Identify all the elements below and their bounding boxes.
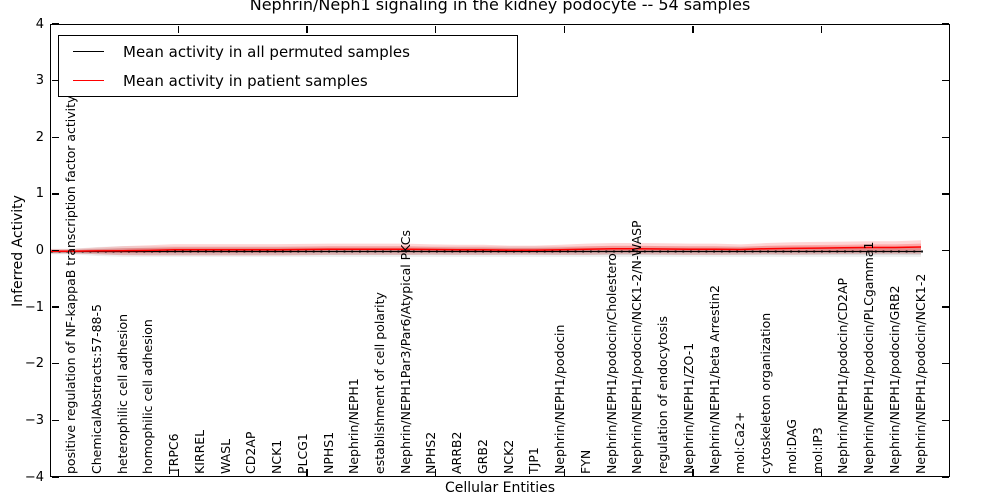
legend-line-sample-red <box>73 80 104 81</box>
y-tick-mark <box>51 249 59 252</box>
x-tick-label: homophilic cell adhesion <box>140 319 156 474</box>
y-tick-label: −4 <box>24 469 44 485</box>
x-tick-mark <box>692 468 694 476</box>
x-tick-label: Nephrin/NEPH1/podocin <box>552 324 568 474</box>
legend-entry-permuted: Mean activity in all permuted samples <box>59 37 517 66</box>
x-tick-label: mol:IP3 <box>809 427 825 474</box>
x-tick-label: TRPC6 <box>166 433 182 474</box>
legend-label: Mean activity in patient samples <box>123 71 368 90</box>
x-tick-label: NCK2 <box>500 439 516 474</box>
y-tick-mark <box>941 79 949 82</box>
x-tick-mark <box>435 25 437 33</box>
y-tick-label: 0 <box>35 243 44 258</box>
x-tick-label: Nephrin/NEPH1 <box>346 378 362 474</box>
plot-area <box>50 24 950 477</box>
y-tick-mark <box>51 193 59 195</box>
x-tick-label: Nephrin/NEPH1/podocin/NCK1-2/N-WASP <box>629 220 645 474</box>
y-tick-mark <box>941 419 949 422</box>
y-tick-mark <box>51 363 59 365</box>
x-tick-label: heterophilic cell adhesion <box>114 313 130 474</box>
x-tick-label: positive regulation of NF-kappaB transcr… <box>63 95 79 474</box>
legend-line-sample-black <box>73 51 104 52</box>
x-tick-mark <box>177 25 180 33</box>
x-tick-label: ChemicalAbstracts:57-88-5 <box>88 304 104 474</box>
legend-label: Mean activity in all permuted samples <box>123 42 410 61</box>
x-tick-label: WASL <box>217 438 233 474</box>
x-tick-mark <box>435 468 437 476</box>
x-tick-label: NPHS1 <box>320 431 336 474</box>
x-tick-label: NPHS2 <box>423 431 439 474</box>
y-tick-mark <box>941 476 949 478</box>
x-tick-label: Nephrin/NEPH1/podocin/PLCgamma1 <box>861 241 877 474</box>
y-tick-mark <box>941 249 949 252</box>
y-tick-mark <box>51 476 59 478</box>
chart-title: Nephrin/Neph1 signaling in the kidney po… <box>249 0 751 14</box>
x-tick-label: establishment of cell polarity <box>371 292 387 474</box>
y-tick-mark <box>941 306 949 308</box>
y-tick-mark <box>941 193 949 195</box>
y-tick-mark <box>51 136 59 138</box>
x-tick-label: Nephrin/NEPH1/podocin/CD2AP <box>835 277 851 474</box>
x-tick-label: ARRB2 <box>449 431 465 474</box>
x-tick-label: Nephrin/NEPH1Par3/Par6/Atypical PKCs <box>397 230 413 474</box>
plot-lines <box>51 240 925 257</box>
x-tick-label: mol:DAG <box>783 419 799 474</box>
x-tick-mark <box>563 468 565 476</box>
x-tick-label: cytoskeleton organization <box>758 312 774 474</box>
y-tick-mark <box>941 23 949 25</box>
x-tick-label: TJP1 <box>526 447 542 474</box>
y-tick-label: −2 <box>24 356 44 372</box>
line-patient-mean <box>51 246 922 252</box>
y-tick-mark <box>51 306 59 308</box>
x-tick-label: PLCG1 <box>294 433 310 474</box>
x-tick-mark <box>692 25 694 33</box>
y-tick-label: −3 <box>24 412 44 428</box>
y-tick-mark <box>51 23 59 25</box>
y-tick-label: 1 <box>35 186 44 202</box>
x-tick-mark <box>820 25 823 33</box>
x-tick-mark <box>563 25 565 33</box>
x-tick-label: GRB2 <box>474 439 490 474</box>
legend-entry-patient: Mean activity in patient samples <box>59 66 517 95</box>
x-tick-label: Nephrin/NEPH1/beta Arrestin2 <box>706 285 722 474</box>
x-tick-label: Nephrin/NEPH1/podocin/NCK1-2 <box>912 273 928 474</box>
y-tick-mark <box>51 419 59 422</box>
x-tick-mark <box>820 468 823 476</box>
x-tick-mark <box>306 468 308 476</box>
y-tick-mark <box>51 79 59 82</box>
x-tick-label: mol:Ca2+ <box>732 411 748 474</box>
x-tick-label: Nephrin/NEPH1/podocin/Cholesterol <box>603 249 619 474</box>
y-tick-label: 3 <box>35 73 44 89</box>
x-tick-label: Nephrin/NEPH1/ZO-1 <box>680 342 696 474</box>
x-tick-mark <box>306 25 308 33</box>
x-tick-label: KIRREL <box>191 429 207 474</box>
x-tick-label: CD2AP <box>243 431 259 474</box>
x-tick-label: NCK1 <box>269 439 285 474</box>
legend-box: Mean activity in all permuted samples Me… <box>58 35 518 97</box>
y-tick-mark <box>941 363 949 365</box>
x-tick-mark <box>177 468 180 476</box>
band-patient-inner <box>51 243 921 253</box>
y-tick-label: −1 <box>24 299 44 315</box>
x-tick-label: Nephrin/NEPH1/podocin/GRB2 <box>886 285 902 474</box>
x-tick-label: regulation of endocytosis <box>655 316 671 474</box>
y-tick-label: 2 <box>35 129 44 145</box>
x-axis-label: Cellular Entities <box>444 480 556 496</box>
x-tick-label: FYN <box>577 449 593 474</box>
y-tick-mark <box>941 136 949 138</box>
y-tick-label: 4 <box>35 16 44 32</box>
